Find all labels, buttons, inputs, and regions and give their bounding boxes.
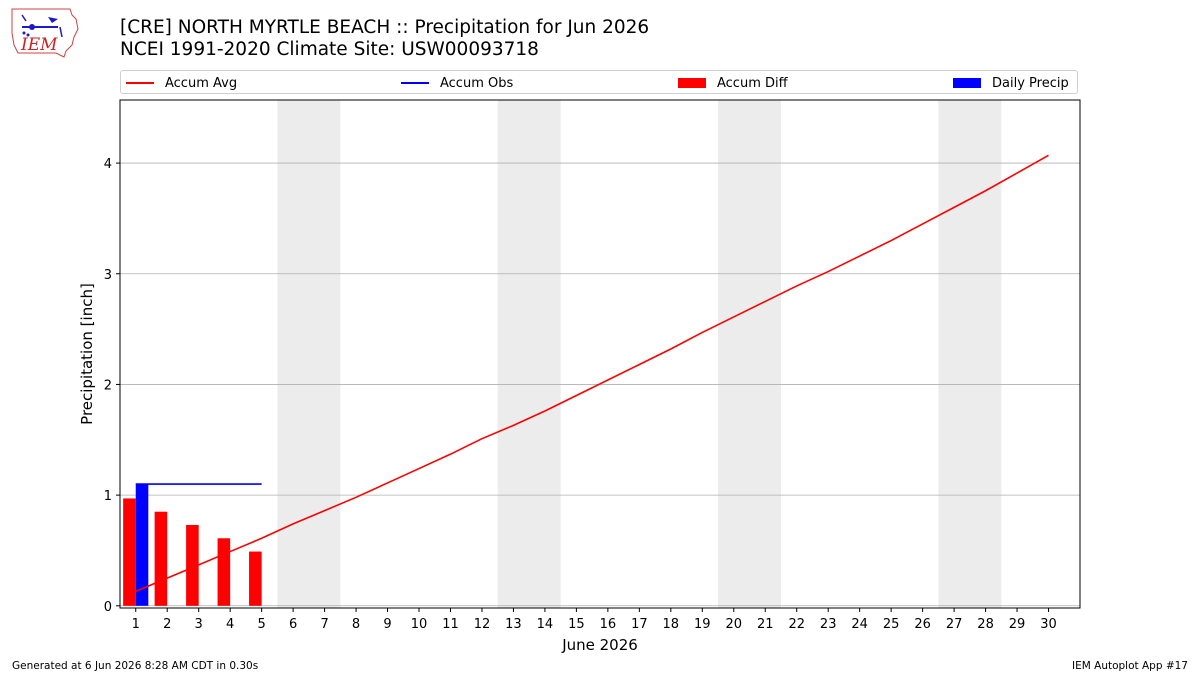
- bar-accum-diff-4: [217, 538, 231, 606]
- x-tick-label-28: 28: [977, 617, 994, 632]
- chart-subtitle: NCEI 1991-2020 Climate Site: USW00093718: [120, 39, 539, 60]
- x-tick-label-6: 6: [289, 617, 297, 632]
- x-tick-label-20: 20: [725, 617, 742, 632]
- legend-label-daily-precip: Daily Precip: [992, 75, 1069, 91]
- weekend-shading-layer: [277, 100, 1002, 608]
- bar-daily-precip-1: [135, 484, 149, 606]
- y-tick-label-0: 0: [104, 600, 112, 615]
- x-tick-label-18: 18: [663, 617, 680, 632]
- x-tick-label-7: 7: [320, 617, 328, 632]
- x-tick-label-19: 19: [694, 617, 711, 632]
- x-tick-label-10: 10: [411, 617, 428, 632]
- bar-accum-diff-1: [123, 498, 136, 606]
- legend-item-daily-precip: Daily Precip: [953, 71, 1069, 95]
- x-tick-label-9: 9: [383, 617, 391, 632]
- x-tick-label-26: 26: [914, 617, 931, 632]
- x-tick-label-4: 4: [226, 617, 234, 632]
- weekend-band-3: [938, 100, 1002, 608]
- legend-swatch-accum-obs: [401, 82, 429, 84]
- y-tick-label-2: 2: [104, 378, 112, 393]
- x-tick-label-21: 21: [757, 617, 774, 632]
- x-tick-label-16: 16: [600, 617, 617, 632]
- footer-app-text: IEM Autoplot App #17: [1072, 660, 1188, 672]
- legend-label-accum-avg: Accum Avg: [165, 75, 238, 91]
- iem-logo: IEM: [8, 5, 80, 59]
- x-tick-label-17: 17: [631, 617, 648, 632]
- x-tick-label-11: 11: [442, 617, 459, 632]
- weekend-band-1: [497, 100, 561, 608]
- x-tick-label-23: 23: [820, 617, 837, 632]
- x-tick-label-5: 5: [257, 617, 265, 632]
- legend: Accum Avg Accum Obs Accum Diff Daily Pre…: [120, 70, 1078, 94]
- x-tick-label-25: 25: [883, 617, 900, 632]
- x-tick-label-27: 27: [946, 617, 963, 632]
- x-tick-label-30: 30: [1040, 617, 1057, 632]
- footer-generated-text: Generated at 6 Jun 2026 8:28 AM CDT in 0…: [12, 660, 259, 672]
- weekend-band-0: [277, 100, 341, 608]
- plot-frame: [119, 99, 1081, 609]
- legend-label-accum-diff: Accum Diff: [717, 75, 788, 91]
- weekend-band-2: [718, 100, 781, 608]
- y-tick-label-3: 3: [104, 268, 112, 283]
- legend-swatch-daily-precip: [953, 78, 981, 88]
- bar-accum-diff-2: [154, 511, 168, 606]
- x-tick-label-2: 2: [163, 617, 171, 632]
- x-tick-label-22: 22: [788, 617, 805, 632]
- x-tick-label-8: 8: [352, 617, 360, 632]
- y-axis-label: Precipitation [inch]: [78, 283, 96, 425]
- x-tick-label-13: 13: [505, 617, 522, 632]
- bar-accum-diff-5: [249, 551, 262, 606]
- bar-accum-diff-3: [186, 524, 199, 606]
- x-tick-label-15: 15: [568, 617, 585, 632]
- chart-title: [CRE] NORTH MYRTLE BEACH :: Precipitatio…: [120, 17, 650, 38]
- x-tick-label-3: 3: [195, 617, 203, 632]
- legend-item-accum-avg: Accum Avg: [126, 71, 237, 95]
- legend-swatch-accum-diff: [678, 78, 706, 88]
- legend-item-accum-obs: Accum Obs: [401, 71, 513, 95]
- line-accum-avg: [135, 154, 1049, 593]
- x-tick-label-24: 24: [851, 617, 868, 632]
- x-tick-label-29: 29: [1009, 617, 1026, 632]
- x-axis-label: June 2026: [561, 636, 638, 654]
- legend-label-accum-obs: Accum Obs: [440, 75, 514, 91]
- lines-layer: [135, 154, 1049, 593]
- legend-swatch-accum-avg: [126, 82, 154, 84]
- y-tick-label-1: 1: [104, 489, 112, 504]
- x-tick-label-12: 12: [474, 617, 491, 632]
- y-tick-label-4: 4: [104, 157, 112, 172]
- x-tick-label-1: 1: [132, 617, 140, 632]
- legend-item-accum-diff: Accum Diff: [678, 71, 788, 95]
- logo-text: IEM: [20, 35, 58, 55]
- x-tick-label-14: 14: [537, 617, 554, 632]
